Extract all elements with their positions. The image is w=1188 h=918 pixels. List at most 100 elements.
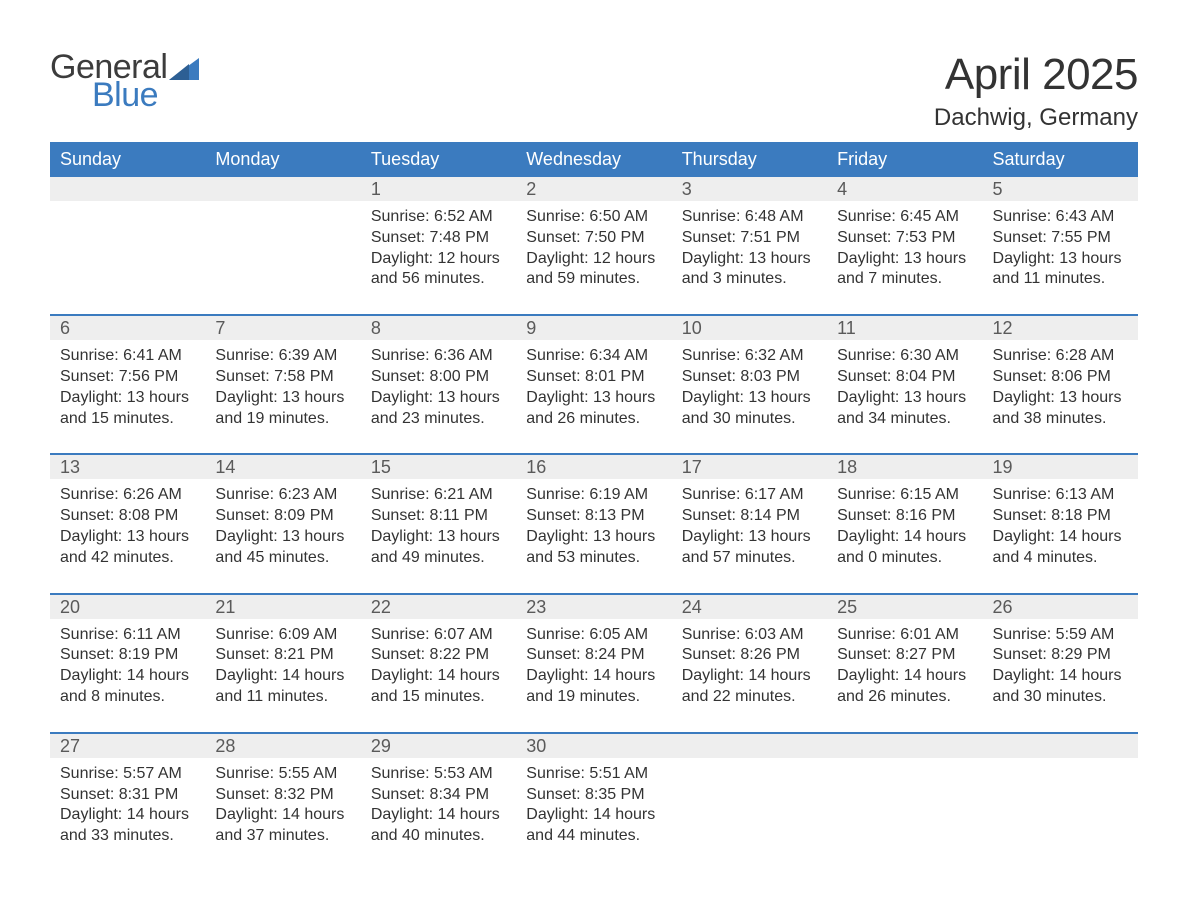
- daylight-text: and 42 minutes.: [60, 548, 195, 569]
- calendar-day: 9Sunrise: 6:34 AMSunset: 8:01 PMDaylight…: [516, 316, 671, 435]
- day-body: Sunrise: 6:11 AMSunset: 8:19 PMDaylight:…: [50, 619, 205, 714]
- day-number-row: 3: [672, 177, 827, 201]
- daylight-text: Daylight: 14 hours: [60, 805, 195, 826]
- daylight-text: and 7 minutes.: [837, 269, 972, 290]
- day-body: Sunrise: 6:28 AMSunset: 8:06 PMDaylight:…: [983, 340, 1138, 435]
- calendar-week: 27Sunrise: 5:57 AMSunset: 8:31 PMDayligh…: [50, 732, 1138, 853]
- day-number-row: [672, 734, 827, 758]
- daylight-text: and 30 minutes.: [993, 687, 1128, 708]
- calendar-day: 20Sunrise: 6:11 AMSunset: 8:19 PMDayligh…: [50, 595, 205, 714]
- calendar-week: 1Sunrise: 6:52 AMSunset: 7:48 PMDaylight…: [50, 177, 1138, 296]
- day-body: Sunrise: 6:48 AMSunset: 7:51 PMDaylight:…: [672, 201, 827, 296]
- day-number-row: [50, 177, 205, 201]
- sunset-text: Sunset: 8:11 PM: [371, 506, 506, 527]
- daylight-text: and 3 minutes.: [682, 269, 817, 290]
- weeks-container: 1Sunrise: 6:52 AMSunset: 7:48 PMDaylight…: [50, 177, 1138, 853]
- calendar-day: 8Sunrise: 6:36 AMSunset: 8:00 PMDaylight…: [361, 316, 516, 435]
- sunrise-text: Sunrise: 6:09 AM: [215, 625, 350, 646]
- day-number: 19: [983, 457, 1013, 477]
- calendar-day: 15Sunrise: 6:21 AMSunset: 8:11 PMDayligh…: [361, 455, 516, 574]
- day-number: 1: [361, 179, 381, 199]
- calendar-day: 29Sunrise: 5:53 AMSunset: 8:34 PMDayligh…: [361, 734, 516, 853]
- sunset-text: Sunset: 8:24 PM: [526, 645, 661, 666]
- day-number: 23: [516, 597, 546, 617]
- calendar-day: [205, 177, 360, 296]
- sunset-text: Sunset: 8:06 PM: [993, 367, 1128, 388]
- day-number-row: 20: [50, 595, 205, 619]
- daylight-text: Daylight: 14 hours: [837, 666, 972, 687]
- day-number-row: 16: [516, 455, 671, 479]
- day-body: Sunrise: 6:01 AMSunset: 8:27 PMDaylight:…: [827, 619, 982, 714]
- day-body: Sunrise: 5:55 AMSunset: 8:32 PMDaylight:…: [205, 758, 360, 853]
- calendar-day: 16Sunrise: 6:19 AMSunset: 8:13 PMDayligh…: [516, 455, 671, 574]
- weekday-header: Sunday: [50, 142, 205, 177]
- day-body: Sunrise: 6:34 AMSunset: 8:01 PMDaylight:…: [516, 340, 671, 435]
- day-number: 16: [516, 457, 546, 477]
- day-body: Sunrise: 6:09 AMSunset: 8:21 PMDaylight:…: [205, 619, 360, 714]
- day-number: 28: [205, 736, 235, 756]
- weekday-header: Thursday: [672, 142, 827, 177]
- sunrise-text: Sunrise: 6:03 AM: [682, 625, 817, 646]
- daylight-text: Daylight: 13 hours: [526, 388, 661, 409]
- daylight-text: Daylight: 13 hours: [993, 249, 1128, 270]
- day-body: Sunrise: 5:51 AMSunset: 8:35 PMDaylight:…: [516, 758, 671, 853]
- day-number: 17: [672, 457, 702, 477]
- day-body: [50, 201, 205, 296]
- sunset-text: Sunset: 8:19 PM: [60, 645, 195, 666]
- day-number-row: 14: [205, 455, 360, 479]
- sunrise-text: Sunrise: 6:30 AM: [837, 346, 972, 367]
- daylight-text: Daylight: 13 hours: [837, 388, 972, 409]
- calendar-day: 26Sunrise: 5:59 AMSunset: 8:29 PMDayligh…: [983, 595, 1138, 714]
- calendar-day: 24Sunrise: 6:03 AMSunset: 8:26 PMDayligh…: [672, 595, 827, 714]
- sunset-text: Sunset: 7:56 PM: [60, 367, 195, 388]
- weekday-header: Wednesday: [516, 142, 671, 177]
- daylight-text: Daylight: 14 hours: [215, 666, 350, 687]
- daylight-text: Daylight: 14 hours: [526, 666, 661, 687]
- calendar-day: 14Sunrise: 6:23 AMSunset: 8:09 PMDayligh…: [205, 455, 360, 574]
- day-body: Sunrise: 6:13 AMSunset: 8:18 PMDaylight:…: [983, 479, 1138, 574]
- day-number-row: 9: [516, 316, 671, 340]
- day-body: Sunrise: 5:59 AMSunset: 8:29 PMDaylight:…: [983, 619, 1138, 714]
- sunset-text: Sunset: 8:21 PM: [215, 645, 350, 666]
- day-number: 6: [50, 318, 70, 338]
- sunrise-text: Sunrise: 6:19 AM: [526, 485, 661, 506]
- weekday-header: Saturday: [983, 142, 1138, 177]
- sunrise-text: Sunrise: 6:13 AM: [993, 485, 1128, 506]
- daylight-text: and 33 minutes.: [60, 826, 195, 847]
- sunset-text: Sunset: 8:14 PM: [682, 506, 817, 527]
- sunrise-text: Sunrise: 6:26 AM: [60, 485, 195, 506]
- daylight-text: and 26 minutes.: [837, 687, 972, 708]
- sunset-text: Sunset: 8:00 PM: [371, 367, 506, 388]
- day-body: Sunrise: 6:05 AMSunset: 8:24 PMDaylight:…: [516, 619, 671, 714]
- day-number: 30: [516, 736, 546, 756]
- sunrise-text: Sunrise: 6:11 AM: [60, 625, 195, 646]
- daylight-text: Daylight: 14 hours: [526, 805, 661, 826]
- daylight-text: and 23 minutes.: [371, 409, 506, 430]
- calendar-day: 22Sunrise: 6:07 AMSunset: 8:22 PMDayligh…: [361, 595, 516, 714]
- sunset-text: Sunset: 8:18 PM: [993, 506, 1128, 527]
- day-number: 20: [50, 597, 80, 617]
- day-body: Sunrise: 6:26 AMSunset: 8:08 PMDaylight:…: [50, 479, 205, 574]
- day-number-row: 24: [672, 595, 827, 619]
- day-number-row: 7: [205, 316, 360, 340]
- day-body: Sunrise: 6:43 AMSunset: 7:55 PMDaylight:…: [983, 201, 1138, 296]
- day-number-row: 18: [827, 455, 982, 479]
- sunset-text: Sunset: 8:13 PM: [526, 506, 661, 527]
- day-number-row: 30: [516, 734, 671, 758]
- day-number-row: 29: [361, 734, 516, 758]
- weekday-header: Tuesday: [361, 142, 516, 177]
- day-body: Sunrise: 5:57 AMSunset: 8:31 PMDaylight:…: [50, 758, 205, 853]
- sunset-text: Sunset: 8:03 PM: [682, 367, 817, 388]
- daylight-text: and 19 minutes.: [215, 409, 350, 430]
- day-number: 5: [983, 179, 1003, 199]
- sunrise-text: Sunrise: 6:43 AM: [993, 207, 1128, 228]
- calendar-day: [50, 177, 205, 296]
- calendar-day: [672, 734, 827, 853]
- daylight-text: Daylight: 14 hours: [682, 666, 817, 687]
- day-number-row: 15: [361, 455, 516, 479]
- daylight-text: and 15 minutes.: [371, 687, 506, 708]
- day-number-row: 21: [205, 595, 360, 619]
- calendar-day: 4Sunrise: 6:45 AMSunset: 7:53 PMDaylight…: [827, 177, 982, 296]
- daylight-text: Daylight: 14 hours: [215, 805, 350, 826]
- sunset-text: Sunset: 8:01 PM: [526, 367, 661, 388]
